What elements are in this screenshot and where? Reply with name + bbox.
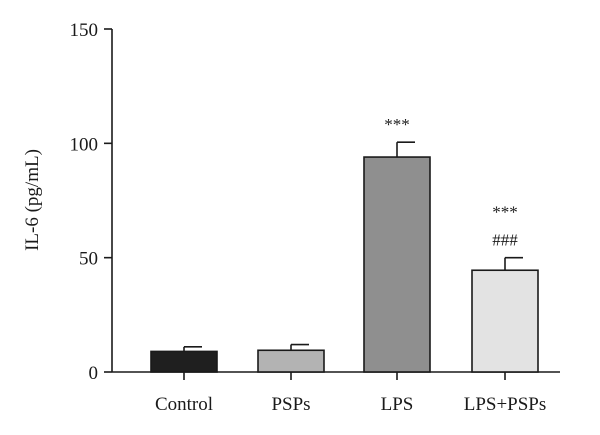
x-axis: Control PSPs LPS LPS+PSPs [112,371,560,415]
bars [150,156,539,373]
bar-psps [257,349,325,373]
y-axis: 0 50 100 150 [70,20,113,384]
annotation-lps-0: *** [384,115,410,134]
bar-lps [363,156,431,373]
y-axis-title: IL-6 (pg/mL) [22,149,43,251]
x-tick-label-psps: PSPs [271,394,310,415]
bar-control [150,350,218,373]
x-tick-label-control: Control [155,394,213,415]
x-tick-label-lps-psps: LPS+PSPs [464,394,547,415]
annotation-lps-psps-0: *** [492,203,518,222]
error-bars [183,141,523,352]
y-tick-label-50: 50 [79,249,98,270]
x-tick-label-lps: LPS [381,394,414,415]
y-tick-label-100: 100 [70,134,99,155]
significance-annotations: *** *** ### [384,115,518,249]
y-tick-label-0: 0 [89,363,99,384]
annotation-lps-psps-1: ### [492,231,518,250]
bar-lps-psps [471,269,539,373]
y-tick-label-150: 150 [70,20,99,41]
